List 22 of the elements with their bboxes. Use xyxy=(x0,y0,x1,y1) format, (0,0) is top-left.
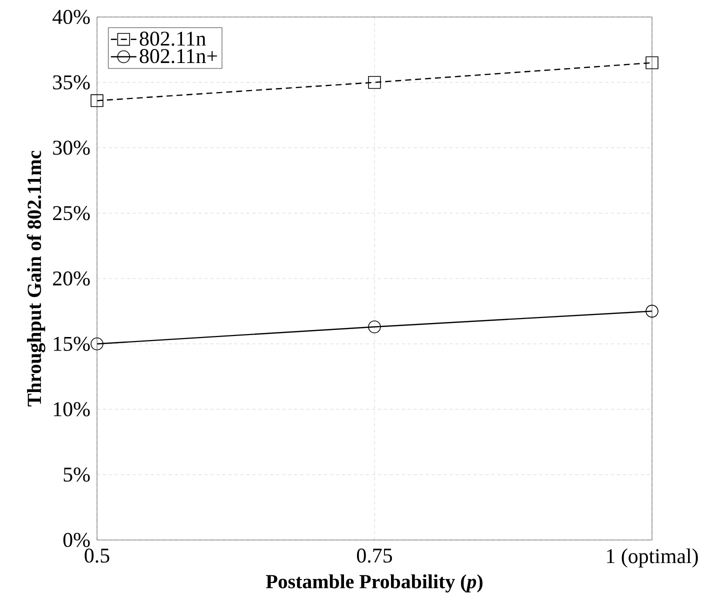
legend-label: 802.11n+ xyxy=(140,49,217,64)
y-tick-label: 40% xyxy=(52,10,90,24)
point xyxy=(90,337,104,350)
y-tick-label: 10% xyxy=(54,402,90,416)
y-axis-title: Throughput Gain of 802.11mc xyxy=(26,150,46,406)
point xyxy=(90,94,104,108)
point xyxy=(368,76,381,89)
point xyxy=(368,320,381,334)
point xyxy=(646,304,658,318)
legend-label: 802.11n xyxy=(140,32,206,46)
x-axis-title: Postamble Probability (p) xyxy=(266,574,482,592)
y-tick-label: 15% xyxy=(54,336,90,351)
y-tick-label: 0% xyxy=(63,532,90,548)
x-tick-label: 0.5 xyxy=(84,548,110,563)
y-tick-label: 35% xyxy=(53,75,90,90)
y-tick-label: 5% xyxy=(64,468,90,482)
x-tick-label: 1 (optimal) xyxy=(607,548,698,568)
x-tick-label: 0.75 xyxy=(356,548,392,563)
y-tick-label: 30% xyxy=(53,140,90,155)
y-tick-label: 20% xyxy=(53,271,90,286)
y-tick-label: 25% xyxy=(53,206,90,220)
point xyxy=(646,56,658,70)
